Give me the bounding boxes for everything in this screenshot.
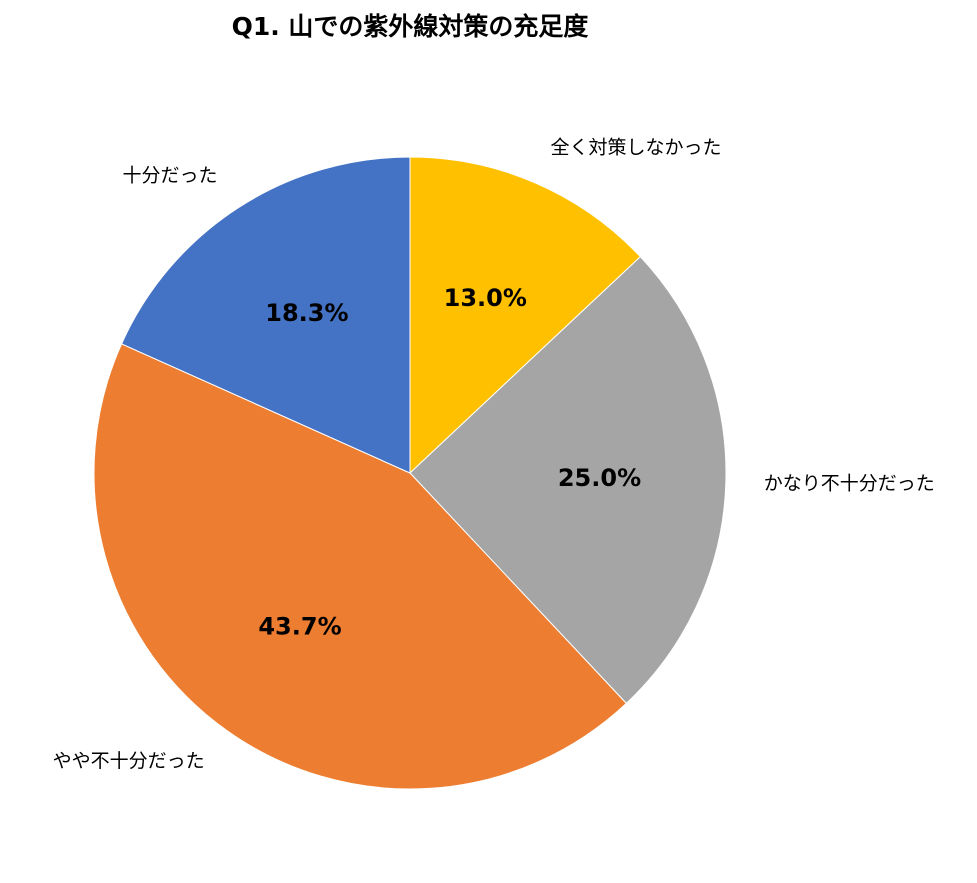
pie-slice [120, 156, 411, 474]
category-label: 全く対策しなかった [551, 137, 722, 159]
data-label: 13.0% [444, 284, 527, 312]
category-label: 十分だった [123, 164, 218, 186]
pie-slice [409, 255, 727, 705]
data-label: 43.7% [258, 612, 341, 640]
pie-slice [93, 343, 628, 790]
data-label: 25.0% [558, 464, 641, 492]
data-label: 18.3% [265, 299, 348, 327]
chart-title: Q1. 山での紫外線対策の充足度 [232, 12, 589, 41]
category-label: やや不十分だった [53, 750, 205, 772]
pie-slice [409, 156, 642, 475]
category-label: かなり不十分だった [764, 473, 935, 495]
